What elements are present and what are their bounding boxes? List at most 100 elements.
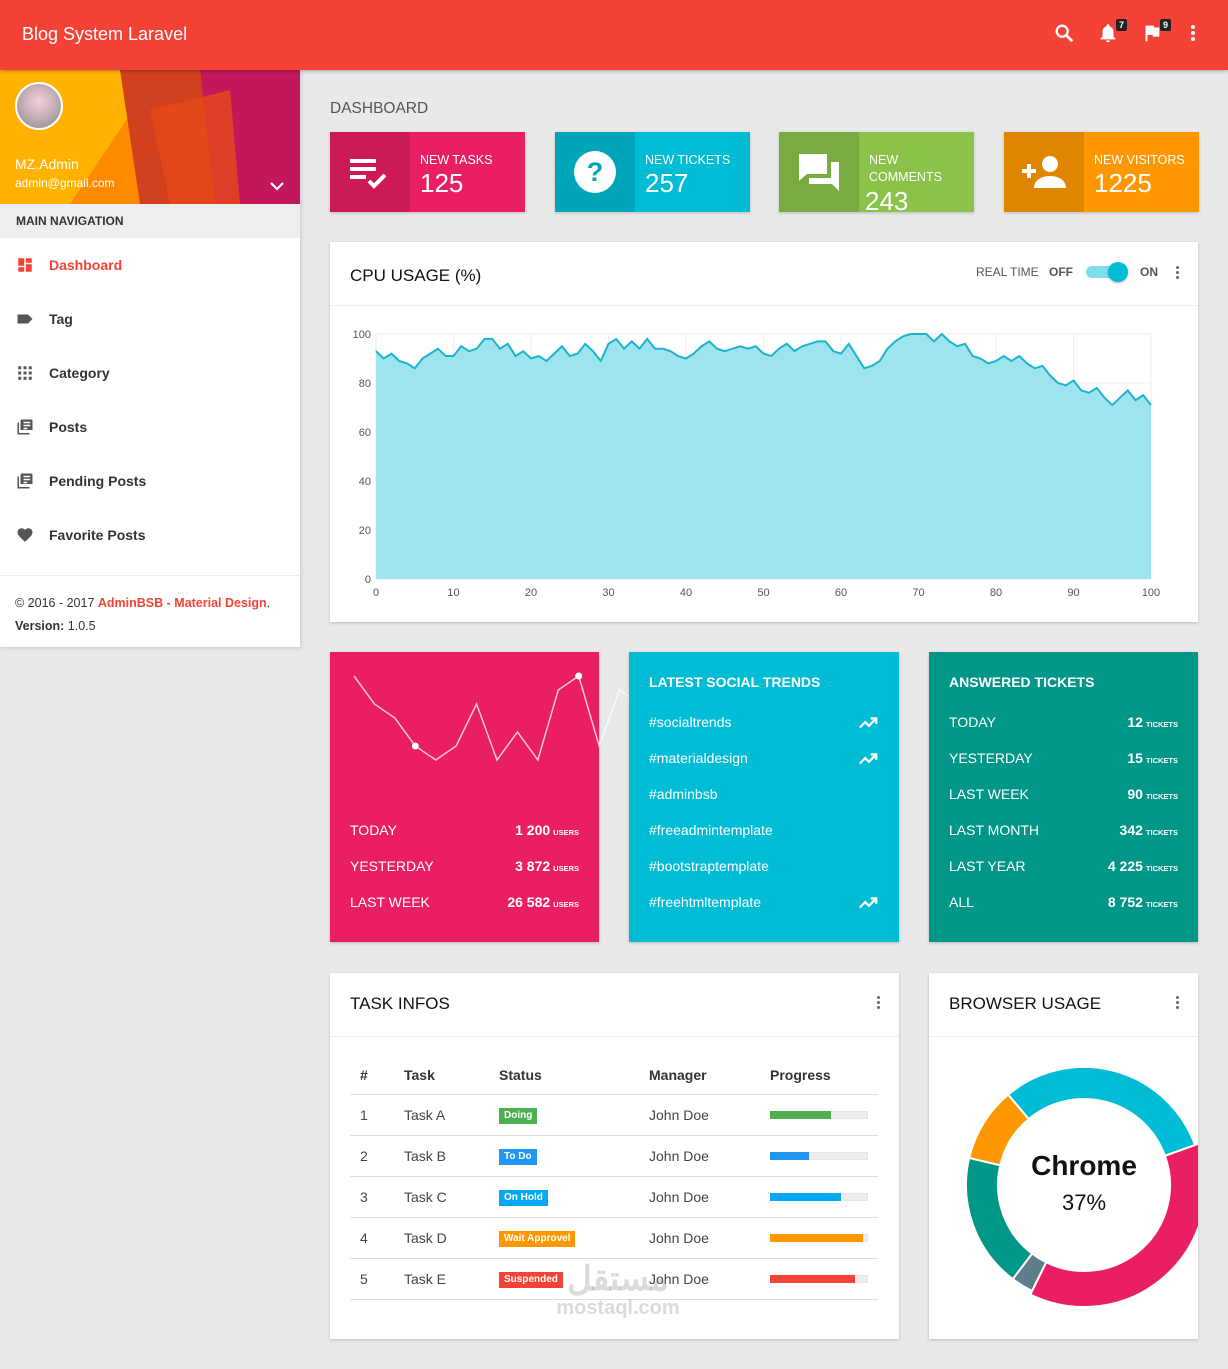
donut-slice[interactable] [965,1156,1034,1281]
trend-tag: #freehtmltemplate [649,894,762,910]
status-badge: Suspended [499,1272,563,1288]
task-manager: John Doe [649,1135,770,1177]
sidebar-item-label: Favorite Posts [49,527,146,543]
heart-icon [17,528,33,542]
x-tick-label: 70 [912,587,924,599]
sidebar-item-label: Dashboard [49,257,123,273]
sidebar-item-favorite-posts[interactable]: Favorite Posts [0,508,300,562]
trend-tag: #bootstraptemplate [649,858,769,874]
browser-usage-card: BROWSER USAGE Chrome 37% [929,973,1198,1339]
ticket-row: LAST YEAR 4 225 TICKETS [949,858,1178,874]
chevron-down-icon[interactable] [270,178,284,196]
info-box-new-comments[interactable]: NEW COMMENTS 243 [779,132,974,216]
sidebar-item-label: Pending Posts [49,473,147,489]
notifications-button[interactable]: 7 [1097,19,1127,48]
more-vert-icon[interactable] [877,996,881,1011]
browser-usage-title: BROWSER USAGE [949,994,1102,1013]
status-badge: Doing [499,1108,538,1124]
trend-tag: #adminbsb [649,786,718,802]
info-box-value: 243 [865,186,909,216]
social-trend-item[interactable]: #materialdesign [649,750,879,786]
column-header: Status [499,1057,649,1095]
copyright-text: © 2016 - 2017 [15,596,98,610]
donut-slice[interactable] [967,1093,1031,1167]
progress-bar [770,1110,868,1119]
task-manager: John Doe [649,1094,770,1136]
more-vert-icon[interactable] [1186,22,1200,48]
realtime-on-label: ON [1140,265,1158,279]
x-tick-label: 100 [1142,587,1160,599]
social-trend-item[interactable]: #adminbsb [649,786,879,822]
progress-bar [770,1192,868,1201]
library-books-icon [17,419,33,435]
sidebar-item-pending-posts[interactable]: Pending Posts [0,454,300,508]
sidebar-item-tag[interactable]: Tag [0,292,300,346]
social-trend-item[interactable]: #socialtrends [649,714,879,750]
task-name: Task D [404,1217,499,1259]
sidebar-item-dashboard[interactable]: Dashboard [0,238,300,292]
progress-fill [770,1151,810,1160]
user-stats-card: TODAY 1 200 USERS YESTERDAY 3 872 USERS LAST… [330,652,630,942]
sidebar-item-label: Tag [49,311,73,327]
brand-title[interactable]: Blog System Laravel [22,24,188,44]
y-tick-label: 60 [359,427,371,439]
info-box-new-tasks[interactable]: NEW TASKS 125 [330,132,525,212]
social-trend-item[interactable]: #bootstraptemplate [649,858,879,894]
column-header: Progress [770,1057,878,1095]
svg-text:?: ? [587,157,604,187]
task-manager: John Doe [649,1176,770,1218]
task-manager: John Doe [649,1258,770,1300]
social-trends-title: LATEST SOCIAL TRENDS [649,674,821,690]
sidebar-item-category[interactable]: Category [0,346,300,400]
realtime-toggle[interactable] [1086,262,1130,282]
answered-tickets-title: ANSWERED TICKETS [949,674,1095,690]
sparkline-point [411,742,419,750]
sparkline-point [575,672,583,680]
user-sparkline [353,672,630,762]
cpu-line [375,332,1152,407]
y-tick-label: 0 [365,574,371,586]
trending-up-icon [858,897,878,909]
column-header: # [350,1057,404,1095]
x-tick-label: 90 [1067,587,1079,599]
more-vert-icon[interactable] [1176,266,1180,281]
cpu-area [376,334,1151,579]
x-tick-label: 40 [680,587,692,599]
search-icon[interactable] [1053,22,1079,48]
stat-row: YESTERDAY 3 872 USERS [350,858,579,874]
adminbsb-link[interactable]: AdminBSB - Material Design [97,596,267,610]
cpu-title: CPU USAGE (%) [350,266,482,285]
page-title: DASHBOARD [330,100,429,117]
progress-fill [770,1274,856,1283]
stat-row: TODAY 1 200 USERS [350,822,579,838]
flag-icon [1145,25,1160,42]
progress-fill [770,1192,841,1201]
info-box-value: 257 [645,168,689,198]
trend-tag: #materialdesign [649,750,748,766]
avatar[interactable] [15,82,63,130]
card-header: BROWSER USAGE [929,973,1198,1037]
donut-center-label: Chrome [1031,1150,1137,1181]
progress-bar [770,1233,868,1242]
ticket-row: LAST WEEK 90 TICKETS [949,786,1178,802]
table-row: 1 Task A Doing John Doe [350,1094,878,1136]
task-infos-card: TASK INFOS # Task Status Manager Progres… [330,973,899,1339]
sidebar-item-posts[interactable]: Posts [0,400,300,454]
donut-slice[interactable] [1006,1066,1197,1158]
y-tick-label: 40 [359,476,371,488]
task-name: Task C [404,1176,499,1218]
forum-icon [779,132,859,212]
task-table: # Task Status Manager Progress 1 Task A Do… [350,1057,878,1300]
flags-button[interactable]: 9 [1141,19,1171,48]
card-header: TASK INFOS [330,973,899,1037]
info-box-new-visitors[interactable]: NEW VISITORS 1225 [1004,132,1199,212]
social-trend-item[interactable]: #freeadmintemplate [649,822,879,858]
donut-slice[interactable] [1028,1142,1198,1308]
more-vert-icon[interactable] [1176,996,1180,1011]
social-trend-item[interactable]: #freehtmltemplate [649,894,879,930]
info-box-new-tickets[interactable]: ? NEW TICKETS 257 [555,132,750,212]
info-box-label: NEW COMMENTS [869,153,942,184]
user-info: MZ.Admin admin@gmail.com [0,70,300,204]
task-infos-title: TASK INFOS [350,994,450,1013]
notifications-badge: 7 [1115,19,1127,31]
